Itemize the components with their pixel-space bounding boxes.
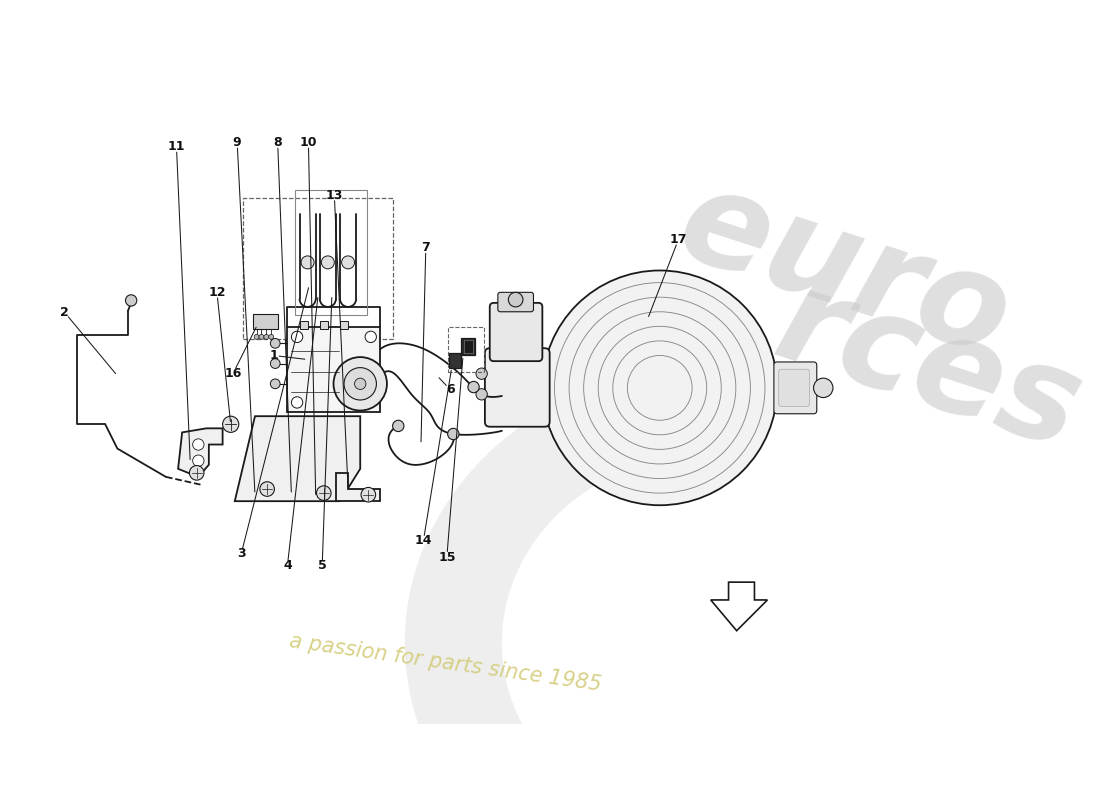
Circle shape <box>125 294 136 306</box>
Circle shape <box>468 382 480 393</box>
FancyBboxPatch shape <box>340 321 348 329</box>
Circle shape <box>317 486 331 500</box>
Text: 14: 14 <box>415 534 432 547</box>
Circle shape <box>268 334 274 339</box>
Circle shape <box>542 270 777 506</box>
Circle shape <box>292 397 302 408</box>
Circle shape <box>361 487 375 502</box>
Circle shape <box>271 338 281 348</box>
Circle shape <box>292 331 302 342</box>
FancyBboxPatch shape <box>461 338 475 355</box>
Text: 5: 5 <box>318 559 327 573</box>
Circle shape <box>342 256 354 269</box>
Text: euro: euro <box>663 158 1025 383</box>
Circle shape <box>258 334 264 339</box>
Text: 17: 17 <box>670 234 688 246</box>
Circle shape <box>271 379 281 389</box>
Text: 9: 9 <box>233 136 242 149</box>
Polygon shape <box>405 370 680 800</box>
Circle shape <box>192 455 204 466</box>
Polygon shape <box>234 416 360 501</box>
Text: a passion for parts since 1985: a passion for parts since 1985 <box>288 631 603 695</box>
Circle shape <box>222 416 239 432</box>
Circle shape <box>814 378 833 398</box>
Text: 2: 2 <box>60 306 69 319</box>
Polygon shape <box>336 473 381 501</box>
Text: 7: 7 <box>421 242 430 254</box>
Circle shape <box>321 256 334 269</box>
Circle shape <box>476 368 487 379</box>
Text: 11: 11 <box>167 140 185 153</box>
FancyBboxPatch shape <box>464 340 473 353</box>
Text: 16: 16 <box>224 366 242 380</box>
FancyBboxPatch shape <box>287 327 381 412</box>
Text: 3: 3 <box>236 547 245 560</box>
Text: rces: rces <box>761 259 1097 476</box>
Text: 8: 8 <box>273 136 282 149</box>
Circle shape <box>344 368 376 400</box>
Text: 4: 4 <box>283 559 292 573</box>
Text: 15: 15 <box>438 550 455 563</box>
Circle shape <box>192 439 204 450</box>
Circle shape <box>508 292 522 307</box>
FancyBboxPatch shape <box>449 353 461 368</box>
FancyBboxPatch shape <box>490 303 542 361</box>
Circle shape <box>476 389 487 400</box>
FancyBboxPatch shape <box>253 314 277 329</box>
Circle shape <box>271 358 281 369</box>
Circle shape <box>254 334 258 339</box>
Text: 13: 13 <box>326 189 343 202</box>
Polygon shape <box>178 428 222 477</box>
FancyBboxPatch shape <box>774 362 817 414</box>
Circle shape <box>264 334 268 339</box>
Circle shape <box>189 466 204 480</box>
Circle shape <box>301 256 315 269</box>
FancyBboxPatch shape <box>779 370 810 406</box>
Circle shape <box>333 357 387 410</box>
Circle shape <box>393 420 404 431</box>
FancyBboxPatch shape <box>299 321 308 329</box>
Circle shape <box>365 331 376 342</box>
FancyBboxPatch shape <box>485 348 550 426</box>
FancyBboxPatch shape <box>498 292 534 312</box>
Text: 12: 12 <box>208 286 226 299</box>
Circle shape <box>354 378 366 390</box>
Circle shape <box>260 482 274 496</box>
Text: 1: 1 <box>270 349 278 362</box>
Circle shape <box>448 428 459 440</box>
Polygon shape <box>711 582 768 630</box>
FancyBboxPatch shape <box>320 321 328 329</box>
Text: 6: 6 <box>446 383 454 396</box>
Text: 10: 10 <box>299 136 317 149</box>
